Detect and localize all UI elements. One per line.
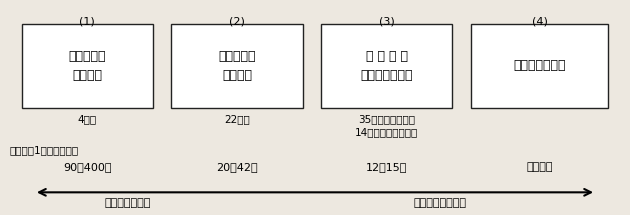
Text: 居住者（1施設につき）: 居住者（1施設につき） <box>9 145 78 155</box>
Text: 35プロジェクト中
14プロジェクト完成: 35プロジェクト中 14プロジェクト完成 <box>355 114 418 137</box>
Text: 90～400人: 90～400人 <box>63 162 112 172</box>
FancyBboxPatch shape <box>21 24 152 108</box>
Text: 小　規　模
生活施設: 小 規 模 生活施設 <box>218 50 256 82</box>
Text: 22施設: 22施設 <box>224 114 250 124</box>
Text: 集 合 住 宅
（フォーカス）: 集 合 住 宅 （フォーカス） <box>360 50 413 82</box>
Text: 独　立　生　活: 独 立 生 活 <box>513 59 566 72</box>
Text: (4): (4) <box>532 16 547 26</box>
FancyBboxPatch shape <box>171 24 302 108</box>
Text: （制約が多い）: （制約が多い） <box>105 198 151 208</box>
Text: 大　規　模
生活施設: 大 規 模 生活施設 <box>68 50 106 82</box>
Text: (2): (2) <box>229 16 245 26</box>
Text: 4施設: 4施設 <box>77 114 96 124</box>
Text: (3): (3) <box>379 16 394 26</box>
Text: 人数不明: 人数不明 <box>527 162 553 172</box>
FancyBboxPatch shape <box>471 24 609 108</box>
Text: 12～15人: 12～15人 <box>366 162 408 172</box>
Text: 20～42人: 20～42人 <box>216 162 258 172</box>
Text: (1): (1) <box>79 16 95 26</box>
FancyBboxPatch shape <box>321 24 452 108</box>
Text: （制約が少ない）: （制約が少ない） <box>413 198 466 208</box>
